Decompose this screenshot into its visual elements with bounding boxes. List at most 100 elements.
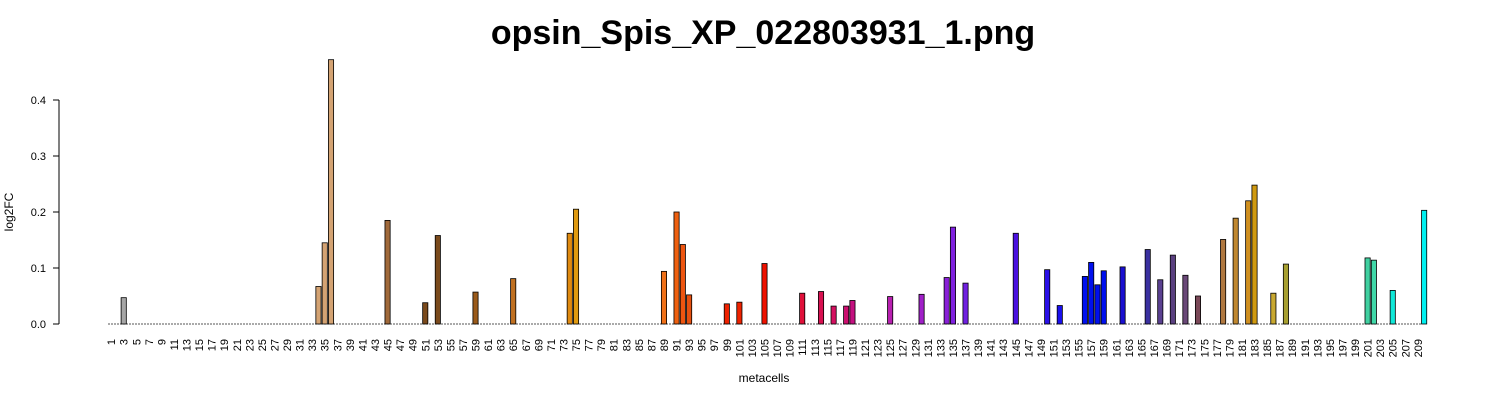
x-tick-label: 63 xyxy=(496,339,508,351)
x-tick-label: 107 xyxy=(772,339,784,357)
x-tick-label: 73 xyxy=(558,339,570,351)
x-tick-label: 51 xyxy=(420,339,432,351)
x-tick-label: 49 xyxy=(408,339,420,351)
x-tick-label: 205 xyxy=(1388,339,1400,357)
x-tick-label: 189 xyxy=(1287,339,1299,357)
bar-metacell-105 xyxy=(761,263,768,325)
x-tick-label: 185 xyxy=(1262,339,1274,357)
x-tick-label: 19 xyxy=(219,339,231,351)
bar-metacell-134 xyxy=(943,277,950,325)
x-tick-label: 83 xyxy=(621,339,633,351)
bar-metacell-119 xyxy=(849,300,856,325)
x-tick-label: 9 xyxy=(156,339,168,345)
y-tick-label: 0.3 xyxy=(31,151,46,163)
bar-metacell-93 xyxy=(686,294,693,325)
x-tick-label: 45 xyxy=(383,339,395,351)
bar-metacell-45 xyxy=(384,219,391,325)
x-tick-label: 173 xyxy=(1187,339,1199,357)
x-tick-label: 55 xyxy=(445,339,457,351)
bar-metacell-174 xyxy=(1194,295,1201,325)
x-tick-label: 193 xyxy=(1312,339,1324,357)
x-tick-label: 139 xyxy=(973,339,985,357)
bar-metacell-130 xyxy=(918,293,925,325)
x-tick-label: 197 xyxy=(1337,339,1349,357)
x-tick-label: 147 xyxy=(1023,339,1035,357)
x-tick-label: 91 xyxy=(672,339,684,351)
x-tick-label: 57 xyxy=(458,339,470,351)
x-tick-label: 157 xyxy=(1086,339,1098,357)
x-tick-label: 15 xyxy=(194,339,206,351)
x-tick-label: 143 xyxy=(998,339,1010,357)
x-tick-label: 181 xyxy=(1237,339,1249,357)
bar-metacell-101 xyxy=(736,301,743,325)
bar-metacell-34 xyxy=(315,286,322,325)
x-tick-label: 13 xyxy=(182,339,194,351)
bar-metacell-150 xyxy=(1044,269,1051,325)
x-tick-label: 7 xyxy=(144,339,156,345)
y-tick-label: 0.1 xyxy=(31,263,46,275)
x-tick-label: 125 xyxy=(885,339,897,357)
bars-group xyxy=(120,59,1428,325)
bar-metacell-91 xyxy=(673,211,680,325)
bar-metacell-125 xyxy=(887,296,894,325)
x-tick-label: 69 xyxy=(533,339,545,351)
x-tick-label: 93 xyxy=(684,339,696,351)
x-tick-label: 153 xyxy=(1061,339,1073,357)
x-tick-label: 5 xyxy=(131,339,143,345)
bar-metacell-202 xyxy=(1370,259,1377,325)
x-tick-label: 155 xyxy=(1074,339,1086,357)
x-tick-label: 131 xyxy=(923,339,935,357)
bar-metacell-74 xyxy=(566,232,573,325)
x-tick-label: 71 xyxy=(546,339,558,351)
x-tick-label: 135 xyxy=(948,339,960,357)
bar-metacell-168 xyxy=(1157,279,1164,325)
x-tick-label: 41 xyxy=(357,339,369,351)
x-tick-label: 111 xyxy=(797,339,809,356)
bar-metacell-170 xyxy=(1169,254,1176,325)
bar-metacell-152 xyxy=(1056,305,1063,325)
bar-metacell-99 xyxy=(723,303,730,325)
x-tick-label: 177 xyxy=(1212,339,1224,357)
x-axis-ticks: 1 3 5 7 9 11 13 15 17 19 21 23 25 27 29 31 33 35 37 39 41 43 4… xyxy=(106,339,1425,357)
bar-metacell-178 xyxy=(1220,239,1227,325)
x-tick-label: 123 xyxy=(873,339,885,357)
x-tick-label: 119 xyxy=(847,339,859,357)
x-tick-label: 25 xyxy=(257,339,269,351)
x-tick-label: 127 xyxy=(898,339,910,357)
x-tick-label: 87 xyxy=(646,339,658,351)
bar-metacell-35 xyxy=(321,242,328,325)
bar-metacell-65 xyxy=(510,278,517,325)
y-tick-label: 0.0 xyxy=(31,319,46,331)
bar-metacell-51 xyxy=(422,302,429,325)
x-tick-label: 79 xyxy=(596,339,608,351)
y-tick-label: 0.4 xyxy=(31,95,46,107)
bar-metacell-92 xyxy=(679,244,686,325)
x-tick-label: 97 xyxy=(709,339,721,351)
x-tick-label: 81 xyxy=(609,339,621,351)
bar-metacell-159 xyxy=(1100,270,1107,325)
x-tick-label: 95 xyxy=(697,339,709,351)
x-tick-label: 61 xyxy=(483,339,495,351)
x-tick-label: 203 xyxy=(1375,339,1387,357)
x-tick-label: 1 xyxy=(106,339,118,345)
x-tick-label: 29 xyxy=(282,339,294,351)
x-tick-label: 65 xyxy=(508,339,520,351)
x-tick-label: 161 xyxy=(1111,339,1123,357)
x-tick-label: 11 xyxy=(169,339,181,350)
bar-metacell-156 xyxy=(1081,275,1088,325)
bar-metacell-36 xyxy=(328,59,335,325)
x-tick-label: 99 xyxy=(722,339,734,351)
x-tick-label: 201 xyxy=(1363,339,1375,357)
x-tick-label: 17 xyxy=(207,339,219,351)
bar-metacell-188 xyxy=(1282,263,1289,325)
x-tick-label: 117 xyxy=(835,339,847,357)
x-tick-label: 109 xyxy=(785,339,797,357)
bar-metacell-166 xyxy=(1144,249,1151,325)
bar-metacell-89 xyxy=(660,270,667,325)
bar-metacell-137 xyxy=(962,282,969,325)
x-tick-label: 209 xyxy=(1413,339,1425,357)
x-tick-label: 31 xyxy=(295,339,307,351)
x-tick-label: 27 xyxy=(269,339,281,351)
x-tick-label: 207 xyxy=(1400,339,1412,357)
x-tick-label: 151 xyxy=(1048,339,1060,357)
